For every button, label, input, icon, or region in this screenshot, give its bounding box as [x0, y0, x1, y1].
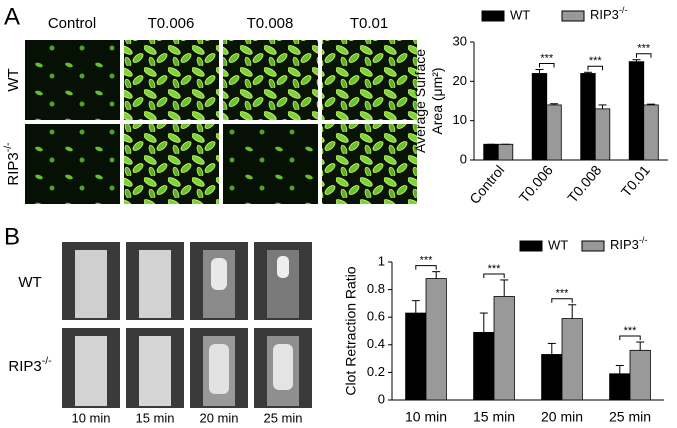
bar	[609, 373, 631, 401]
bar	[541, 354, 563, 401]
y-axis-label: Clot Retraction Ratio	[343, 266, 359, 395]
significance-label: ***	[637, 43, 651, 55]
row-label: WT	[5, 68, 22, 91]
bar	[483, 143, 499, 161]
clot-tubes	[62, 242, 312, 408]
y-axis-label: Average Surface	[412, 49, 428, 153]
row-label: WT	[18, 274, 41, 291]
significance-bracket	[551, 298, 573, 303]
significance-label: ***	[540, 52, 554, 64]
y-tick-label: 0.8	[367, 281, 385, 296]
x-tick-label: T0.01	[618, 162, 653, 200]
significance-bracket	[587, 65, 604, 71]
y-tick-label: 30	[453, 33, 467, 48]
legend-swatch	[561, 10, 585, 22]
bar	[629, 349, 651, 401]
x-tick-label: T0.008	[564, 162, 604, 206]
bar	[643, 104, 659, 161]
significance-label: ***	[589, 55, 603, 67]
column-label: T0.01	[350, 15, 388, 32]
row-label: RIP3-/-	[8, 355, 52, 375]
y-tick-label: 10	[453, 112, 467, 127]
bar	[580, 73, 596, 161]
column-label: T0.008	[247, 15, 294, 32]
bar	[473, 331, 495, 401]
time-label: 15 min	[135, 410, 174, 425]
bar	[493, 296, 515, 401]
legend-label: RIP3-/-	[590, 5, 628, 22]
bar	[628, 61, 645, 161]
significance-bracket	[415, 265, 437, 270]
y-tick-label: 0.2	[367, 364, 385, 379]
legend-swatch	[519, 240, 543, 252]
bar	[405, 312, 427, 401]
x-tick-label: T0.006	[516, 162, 556, 206]
bar	[497, 143, 514, 161]
significance-bracket	[619, 335, 641, 341]
panel-label: B	[4, 223, 20, 250]
y-axis-label: Area (μm²)	[429, 67, 445, 134]
bar	[594, 108, 611, 161]
bar	[561, 318, 583, 401]
y-tick-label: 0	[378, 391, 385, 406]
x-tick-label: 20 min	[541, 409, 583, 425]
y-tick-label: 1	[378, 253, 385, 268]
significance-label: ***	[488, 263, 502, 275]
significance-label: ***	[420, 255, 434, 267]
bar	[546, 104, 562, 161]
x-tick-label: 10 min	[405, 409, 447, 425]
legend-swatch	[581, 240, 605, 252]
time-label: 25 min	[263, 410, 302, 425]
time-label: 20 min	[199, 410, 238, 425]
significance-label: ***	[556, 288, 570, 300]
time-label: 10 min	[71, 410, 110, 425]
y-tick-label: 0.6	[367, 309, 385, 324]
column-label: Control	[48, 15, 96, 32]
significance-bracket	[635, 53, 652, 58]
legend-label: WT	[510, 7, 530, 22]
x-tick-label: 25 min	[609, 409, 651, 425]
x-tick-label: 15 min	[473, 409, 515, 425]
legend-label: WT	[548, 237, 568, 252]
row-label: RIP3-/-	[2, 142, 22, 186]
significance-bracket	[483, 273, 505, 278]
y-tick-label: 20	[453, 73, 467, 88]
y-tick-label: 0.4	[367, 336, 385, 351]
column-label: T0.006	[148, 15, 195, 32]
micrographs	[25, 40, 417, 204]
legend-label: RIP3-/-	[610, 235, 648, 252]
legend-swatch	[481, 10, 505, 22]
significance-bracket	[538, 63, 555, 68]
panel-label: A	[4, 3, 20, 30]
bar	[531, 73, 548, 161]
x-tick-label: Control	[466, 162, 507, 207]
y-tick-label: 0	[460, 151, 467, 166]
bar	[425, 278, 447, 401]
significance-label: ***	[624, 325, 638, 337]
